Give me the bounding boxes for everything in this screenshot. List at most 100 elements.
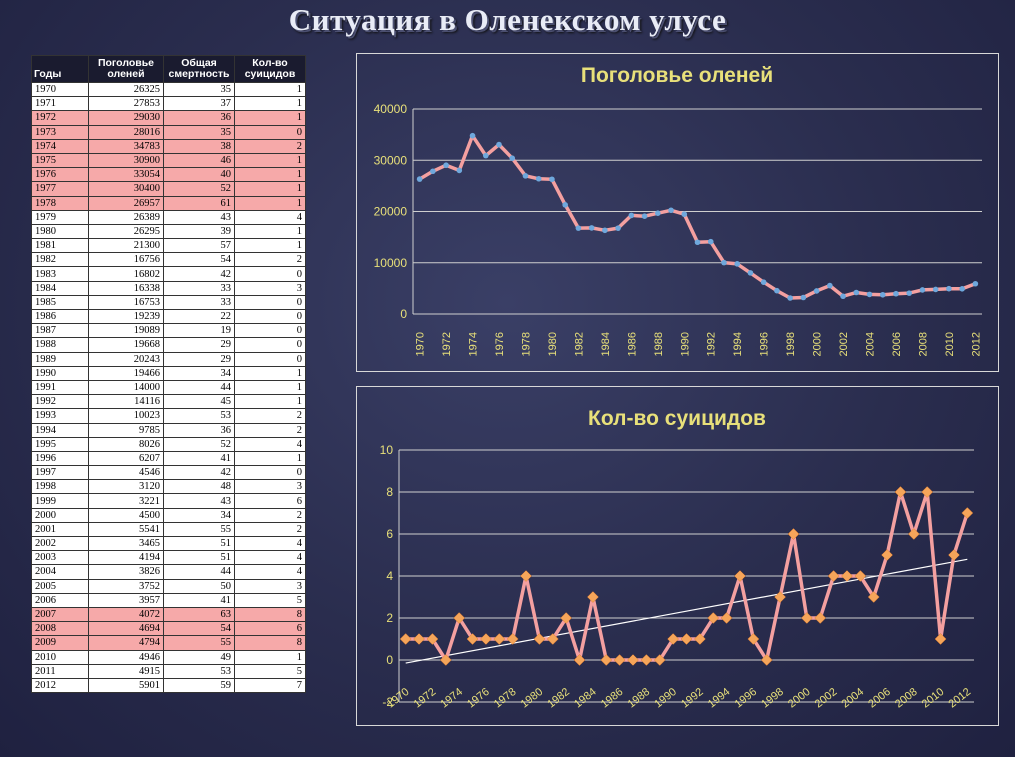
- header-years: Годы: [31, 55, 89, 83]
- cell-mortality: 40: [163, 167, 235, 183]
- x-tick-label: 2010: [944, 332, 956, 356]
- table-row: 1990 19466 34 1: [31, 365, 306, 381]
- data-point: [681, 211, 688, 218]
- cell-mortality: 43: [163, 209, 235, 225]
- cell-year: 1977: [31, 181, 89, 197]
- header-suicides: Кол-во суицидов: [234, 55, 306, 83]
- data-point: [399, 633, 412, 645]
- data-point: [549, 176, 555, 183]
- data-point: [439, 654, 452, 666]
- cell-suicides: 1: [234, 81, 306, 98]
- data-point: [653, 654, 666, 666]
- data-point: [613, 654, 626, 666]
- data-point: [628, 212, 635, 219]
- cell-suicides: 8: [234, 606, 306, 623]
- cell-reindeer: 14116: [88, 394, 164, 410]
- data-point: [493, 633, 506, 645]
- cell-mortality: 61: [163, 195, 235, 211]
- cell-mortality: 36: [163, 110, 235, 126]
- table-row: 2005 3752 50 3: [31, 578, 306, 594]
- cell-suicides: 0: [234, 351, 306, 367]
- x-tick-label: 1986: [599, 686, 626, 711]
- cell-mortality: 35: [163, 81, 235, 98]
- cell-reindeer: 4546: [88, 465, 164, 481]
- table-row: 1984 16338 33 3: [31, 280, 306, 296]
- data-point: [641, 213, 648, 219]
- data-point: [907, 528, 920, 540]
- data-point: [469, 132, 476, 139]
- cell-mortality: 52: [163, 181, 235, 197]
- cell-reindeer: 14000: [88, 379, 164, 396]
- cell-suicides: 1: [234, 649, 306, 665]
- cell-year: 2001: [31, 521, 89, 538]
- cell-mortality: 63: [163, 606, 235, 623]
- x-tick-label: 1998: [759, 686, 786, 711]
- data-point: [600, 654, 613, 666]
- cell-reindeer: 28016: [88, 124, 164, 140]
- cell-year: 2002: [31, 535, 89, 552]
- data-point: [760, 654, 773, 666]
- cell-year: 1981: [31, 238, 89, 254]
- table-row: 1970 26325 35 1: [31, 81, 306, 98]
- x-tick-label: 1990: [679, 332, 691, 356]
- table-row: 1998 3120 48 3: [31, 479, 306, 495]
- cell-mortality: 33: [163, 280, 235, 296]
- table-row: 1999 3221 43 6: [31, 493, 306, 509]
- x-tick-label: 1978: [492, 686, 519, 711]
- cell-reindeer: 19466: [88, 365, 164, 381]
- cell-reindeer: 4500: [88, 507, 164, 523]
- cell-suicides: 4: [234, 535, 306, 552]
- cell-reindeer: 16753: [88, 294, 164, 311]
- data-point: [602, 227, 608, 234]
- table-row: 2011 4915 53 5: [31, 663, 306, 679]
- table-row: 1978 26957 61 1: [31, 195, 306, 211]
- data-point: [443, 162, 449, 169]
- cell-year: 1971: [31, 96, 89, 112]
- x-tick-label: 1970: [415, 332, 427, 356]
- cell-reindeer: 3826: [88, 564, 164, 580]
- table-row: 1981 21300 57 1: [31, 238, 306, 254]
- data-point: [482, 152, 489, 159]
- data-point: [747, 270, 754, 276]
- data-point: [774, 287, 780, 294]
- cell-year: 1973: [31, 124, 89, 140]
- cell-year: 1993: [31, 408, 89, 424]
- cell-reindeer: 27853: [88, 96, 164, 112]
- cell-suicides: 3: [234, 578, 306, 594]
- x-tick-label: 1996: [759, 332, 771, 356]
- table-row: 1977 30400 52 1: [31, 181, 306, 197]
- x-tick-label: 1994: [706, 686, 733, 711]
- cell-year: 1980: [31, 223, 89, 240]
- cell-suicides: 1: [234, 223, 306, 240]
- cell-year: 1978: [31, 195, 89, 211]
- table-row: 1988 19668 29 0: [31, 337, 306, 353]
- cell-mortality: 42: [163, 266, 235, 282]
- cell-reindeer: 26295: [88, 223, 164, 240]
- suicides-chart: Кол-во суицидов -2 0 2 4 6 8 10 1970 1972 1974 1976…: [356, 386, 999, 726]
- cell-year: 1987: [31, 323, 89, 339]
- cell-mortality: 59: [163, 677, 235, 694]
- table-row: 1976 33054 40 1: [31, 167, 306, 183]
- table-row: 2007 4072 63 8: [31, 606, 306, 623]
- data-point: [680, 633, 693, 645]
- cell-suicides: 4: [234, 550, 306, 566]
- cell-mortality: 22: [163, 308, 235, 325]
- data-point: [721, 259, 727, 266]
- cell-mortality: 52: [163, 436, 235, 452]
- x-tick-label: 1984: [600, 332, 612, 356]
- x-tick-label: 1974: [468, 332, 480, 356]
- y-tick-label: 30000: [374, 153, 408, 167]
- cell-year: 2003: [31, 550, 89, 566]
- data-point: [560, 612, 573, 624]
- data-point: [533, 633, 546, 645]
- data-point: [430, 168, 436, 175]
- cell-reindeer: 19668: [88, 337, 164, 353]
- data-point: [522, 173, 529, 179]
- data-point: [575, 225, 582, 231]
- data-point: [919, 287, 926, 293]
- cell-suicides: 3: [234, 280, 306, 296]
- data-point: [466, 633, 479, 645]
- cell-reindeer: 3120: [88, 479, 164, 495]
- data-point: [587, 591, 599, 603]
- table-row: 1991 14000 44 1: [31, 379, 306, 396]
